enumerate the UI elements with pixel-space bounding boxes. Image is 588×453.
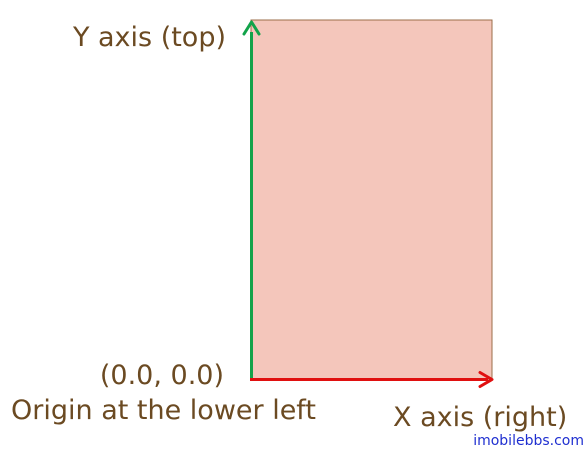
origin-caption: Origin at the lower left <box>11 395 316 426</box>
origin-coordinates: (0.0, 0.0) <box>99 360 224 391</box>
x-axis-label: X axis (right) <box>393 402 568 433</box>
y-axis-label: Y axis (top) <box>72 22 226 53</box>
arrow-up-icon <box>242 20 261 36</box>
arrow-right-icon <box>478 371 494 388</box>
watermark: imobilebbs.com <box>473 433 584 449</box>
drawing-surface <box>250 19 493 380</box>
